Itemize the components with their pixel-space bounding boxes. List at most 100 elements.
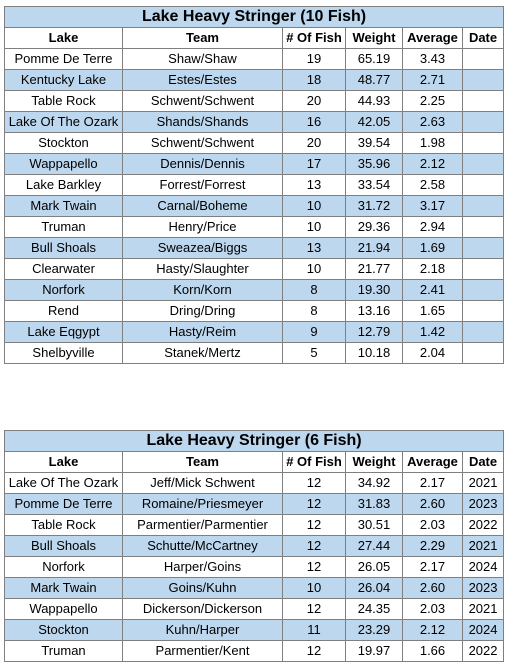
cell-weight: 33.54 [345,174,403,196]
cell-date [461,195,505,217]
cell-fish-count: 12 [282,598,346,620]
cell-date [461,48,505,70]
table-row: Lake Of The Ozark Shands/Shands 16 42.05 2.6… [4,111,505,133]
cell-average: 2.29 [402,535,463,557]
table-row: Table Rock Parmentier/Parmentier 12 30.51 2.… [4,514,505,536]
table-row: Pomme De Terre Romaine/Priesmeyer 12 31.83 2… [4,493,505,515]
cell-date: 2022 [461,640,505,662]
cell-fish-count: 12 [282,556,346,578]
cell-lake: Lake Eqgypt [4,321,123,343]
column-header-average: Average [402,27,463,49]
table-row: Truman Henry/Price 10 29.36 2.94 [4,216,505,238]
cell-average: 2.25 [402,90,463,112]
cell-average: 2.04 [402,342,463,364]
header-row: Lake Team # Of Fish Weight Average Date [4,27,505,49]
cell-lake: Wappapello [4,598,123,620]
column-header-average: Average [402,451,463,473]
cell-team: Hasty/Slaughter [122,258,283,280]
column-header-lake: Lake [4,451,123,473]
cell-fish-count: 13 [282,237,346,259]
cell-weight: 31.83 [345,493,403,515]
cell-lake: Stockton [4,132,123,154]
cell-team: Dickerson/Dickerson [122,598,283,620]
cell-date [461,321,505,343]
cell-team: Hasty/Reim [122,321,283,343]
cell-average: 2.03 [402,598,463,620]
cell-date: 2022 [461,514,505,536]
cell-average: 2.17 [402,472,463,494]
cell-fish-count: 9 [282,321,346,343]
cell-lake: Norfork [4,556,123,578]
table-row: Clearwater Hasty/Slaughter 10 21.77 2.18 [4,258,505,280]
table-title: Lake Heavy Stringer (6 Fish) [3,430,505,452]
table-row: Mark Twain Goins/Kuhn 10 26.04 2.60 2023 [4,577,505,599]
cell-fish-count: 12 [282,472,346,494]
cell-fish-count: 10 [282,195,346,217]
cell-lake: Table Rock [4,514,123,536]
cell-lake: Rend [4,300,123,322]
cell-fish-count: 5 [282,342,346,364]
cell-team: Parmentier/Kent [122,640,283,662]
cell-average: 3.43 [402,48,463,70]
cell-fish-count: 8 [282,300,346,322]
cell-fish-count: 10 [282,216,346,238]
cell-weight: 48.77 [345,69,403,91]
cell-average: 2.18 [402,258,463,280]
column-header-date: Date [461,27,505,49]
cell-team: Jeff/Mick Schwent [122,472,283,494]
cell-date: 2024 [461,619,505,641]
cell-weight: 42.05 [345,111,403,133]
cell-fish-count: 10 [282,577,346,599]
cell-date: 2023 [461,493,505,515]
table-row: Wappapello Dickerson/Dickerson 12 24.35 2.03… [4,598,505,620]
cell-fish-count: 12 [282,640,346,662]
cell-lake: Lake Barkley [4,174,123,196]
cell-date: 2024 [461,556,505,578]
cell-date [461,153,505,175]
cell-team: Schwent/Schwent [122,90,283,112]
cell-date [461,279,505,301]
column-header-fish-count: # Of Fish [282,27,346,49]
cell-team: Carnal/Boheme [122,195,283,217]
table-row: Norfork Harper/Goins 12 26.05 2.17 2024 [4,556,505,578]
cell-team: Romaine/Priesmeyer [122,493,283,515]
cell-team: Schwent/Schwent [122,132,283,154]
column-header-fish-count: # Of Fish [282,451,346,473]
cell-average: 2.60 [402,577,463,599]
cell-weight: 21.77 [345,258,403,280]
cell-date [461,216,505,238]
cell-average: 3.17 [402,195,463,217]
cell-fish-count: 11 [282,619,346,641]
cell-weight: 44.93 [345,90,403,112]
cell-average: 2.60 [402,493,463,515]
table-row: Lake Eqgypt Hasty/Reim 9 12.79 1.42 [4,321,505,343]
cell-weight: 34.92 [345,472,403,494]
cell-date [461,300,505,322]
cell-average: 2.41 [402,279,463,301]
cell-average: 1.65 [402,300,463,322]
cell-lake: Clearwater [4,258,123,280]
cell-lake: Table Rock [4,90,123,112]
cell-lake: Mark Twain [4,577,123,599]
cell-date [461,69,505,91]
cell-lake: Stockton [4,619,123,641]
cell-date [461,237,505,259]
cell-weight: 26.04 [345,577,403,599]
cell-lake: Mark Twain [4,195,123,217]
cell-team: Stanek/Mertz [122,342,283,364]
cell-weight: 19.30 [345,279,403,301]
cell-lake: Shelbyville [4,342,123,364]
cell-fish-count: 20 [282,132,346,154]
cell-average: 1.69 [402,237,463,259]
cell-weight: 26.05 [345,556,403,578]
table-title: Lake Heavy Stringer (10 Fish) [3,6,505,28]
table-row: Lake Barkley Forrest/Forrest 13 33.54 2.58 [4,174,505,196]
cell-weight: 13.16 [345,300,403,322]
cell-weight: 29.36 [345,216,403,238]
cell-team: Forrest/Forrest [122,174,283,196]
cell-average: 2.63 [402,111,463,133]
cell-fish-count: 8 [282,279,346,301]
column-header-weight: Weight [345,27,403,49]
cell-average: 2.17 [402,556,463,578]
cell-date: 2021 [461,472,505,494]
